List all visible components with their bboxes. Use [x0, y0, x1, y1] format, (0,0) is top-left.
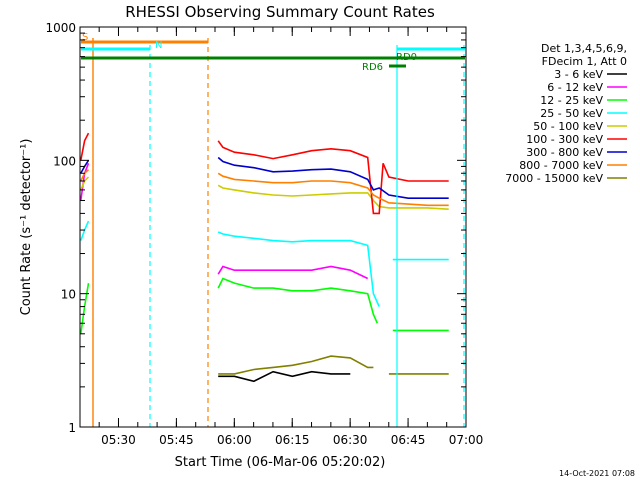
series-line-1-seg-1 — [217, 265, 369, 280]
marker-label-rd6: RD6 — [362, 62, 383, 73]
marker-label-n: N — [155, 40, 162, 51]
legend-entry-label: 300 - 800 keV — [526, 146, 603, 159]
legend-entry-label: 12 - 25 keV — [540, 94, 603, 107]
x-tick-label: 06:15 — [275, 433, 310, 447]
timestamp-label: 14-Oct-2021 07:08 — [559, 469, 635, 478]
legend-entry-label: 100 - 300 keV — [526, 133, 603, 146]
x-tick-label: 05:30 — [101, 433, 136, 447]
marker-label-rd0: RD0 — [396, 52, 417, 63]
marker-label-s: S — [82, 32, 88, 43]
series-line-3-seg-1 — [217, 231, 380, 307]
series-line-7-seg-1 — [217, 172, 449, 207]
x-tick-label: 06:30 — [333, 433, 368, 447]
series-line-5-seg-0 — [80, 132, 90, 161]
attenuator-markers: S N RD6 RD0 — [81, 32, 465, 427]
x-tick-label: 06:45 — [391, 433, 426, 447]
x-tick-label: 07:00 — [449, 433, 484, 447]
y-tick-label: 100 — [53, 154, 76, 168]
y-axis-label: Count Rate (s⁻¹ detector⁻¹) — [19, 139, 34, 316]
legend-entry-label: 7000 - 15000 keV — [505, 172, 603, 185]
series-line-2-seg-1 — [217, 277, 379, 324]
x-tick-label: 06:00 — [217, 433, 252, 447]
axis-ticks: 1 10 100 1000 05:30 05:45 06:00 06:15 06:30 06:45… — [45, 21, 483, 447]
series-line-5-seg-1 — [217, 140, 449, 215]
legend-entry-label: 800 - 7000 keV — [519, 159, 603, 172]
series-line-4-seg-1 — [217, 184, 449, 210]
legend-header-line: Det 1,3,4,5,6,9, — [541, 42, 627, 55]
legend-entry-label: 50 - 100 keV — [533, 120, 603, 133]
x-axis-label: Start Time (06-Mar-06 05:20:02) — [175, 455, 386, 470]
x-tick-label: 05:45 — [159, 433, 194, 447]
legend-header-line: FDecim 1, Att 0 — [542, 55, 627, 68]
legend-entry-label: 6 - 12 keV — [547, 81, 603, 94]
series-line-8-seg-0 — [218, 355, 374, 375]
y-tick-label: 10 — [61, 288, 76, 302]
y-tick-label: 1 — [68, 421, 76, 435]
legend: Det 1,3,4,5,6,9,FDecim 1, Att 03 - 6 keV… — [505, 42, 627, 185]
legend-entry-label: 3 - 6 keV — [554, 68, 603, 81]
legend-entry-label: 25 - 50 keV — [540, 107, 603, 120]
series-line-0-seg-1 — [218, 370, 351, 383]
y-tick-label: 1000 — [45, 21, 76, 35]
chart-title: RHESSI Observing Summary Count Rates — [125, 3, 435, 21]
series-line-6-seg-1 — [217, 156, 449, 199]
